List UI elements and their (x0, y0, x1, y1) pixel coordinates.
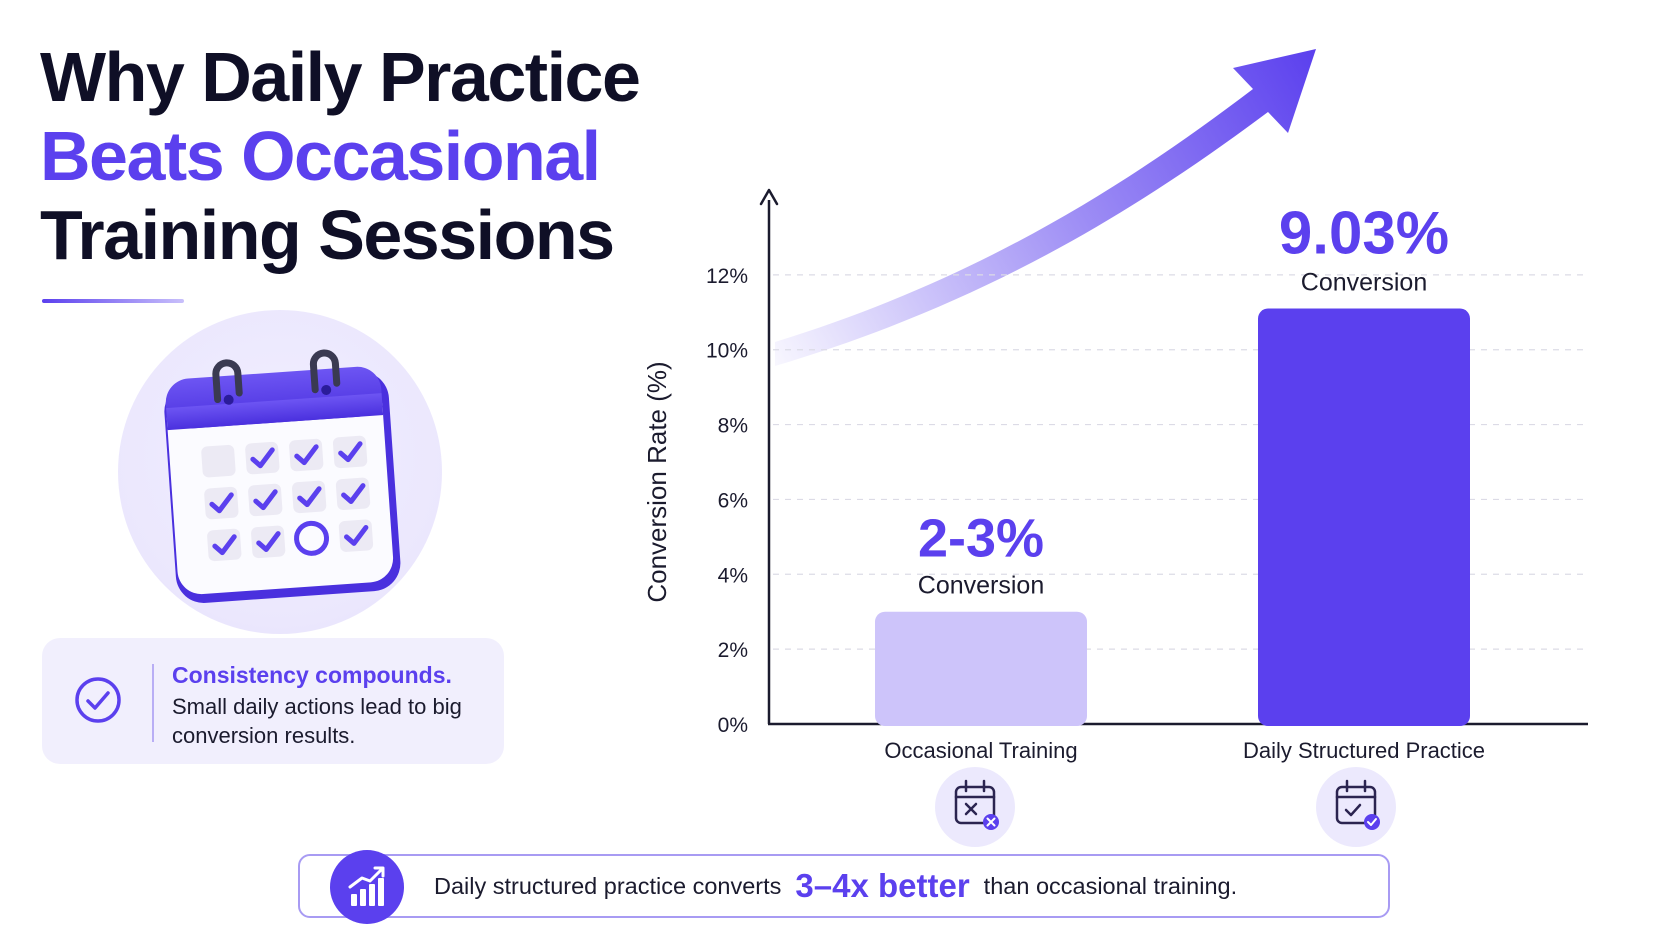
y-axis-arrow-icon (759, 188, 779, 206)
y-tick-label: 12% (706, 265, 748, 288)
bar-value-label: 9.03% (1279, 200, 1449, 267)
title-line-1: Why Daily Practice (40, 38, 641, 116)
callout-heading: Consistency compounds. (172, 662, 452, 688)
calendar-x-icon (954, 779, 996, 825)
y-axis-label: Conversion Rate (%) (642, 361, 672, 602)
bar-value-label: 2-3% (918, 509, 1044, 569)
bar-chart-growth-icon (348, 866, 385, 906)
title-line-2: Beats Occasional (40, 117, 601, 195)
bar-1 (1258, 308, 1470, 726)
title-line-3: Training Sessions (40, 196, 615, 274)
banner-text: Daily structured practice converts 3–4x … (434, 856, 1237, 916)
page-title: Why Daily Practice Beats Occasional Trai… (40, 38, 641, 275)
y-tick-label: 10% (706, 340, 748, 363)
banner-highlight: 3–4x better (795, 867, 970, 904)
calendar-check-icon (1335, 779, 1377, 825)
category-icon-occasional (935, 767, 1015, 847)
category-icon-daily (1316, 767, 1396, 847)
y-tick-label: 6% (718, 489, 748, 512)
banner-text-after: than occasional training. (983, 872, 1238, 899)
bar-0 (875, 611, 1087, 726)
banner-text-before: Daily structured practice converts (434, 872, 782, 899)
trend-arrow-icon (775, 49, 1316, 366)
x-category-label: Daily Structured Practice (1243, 738, 1485, 763)
title-underline (42, 299, 184, 303)
y-tick-label: 2% (718, 639, 748, 662)
callout-card: Consistency compounds. Small daily actio… (42, 638, 504, 764)
x-category-label: Occasional Training (884, 738, 1077, 763)
callout-body: Small daily actions lead to big conversi… (172, 694, 462, 748)
y-tick-label: 0% (718, 714, 748, 737)
banner-icon-badge (330, 850, 404, 924)
bar-sublabel: Conversion (918, 572, 1044, 600)
bar-sublabel: Conversion (1301, 269, 1427, 297)
y-tick-label: 4% (718, 564, 748, 587)
y-tick-label: 8% (718, 415, 748, 438)
summary-banner: Daily structured practice converts 3–4x … (298, 850, 1390, 924)
callout-divider (152, 664, 154, 742)
check-circle-icon (75, 677, 121, 723)
